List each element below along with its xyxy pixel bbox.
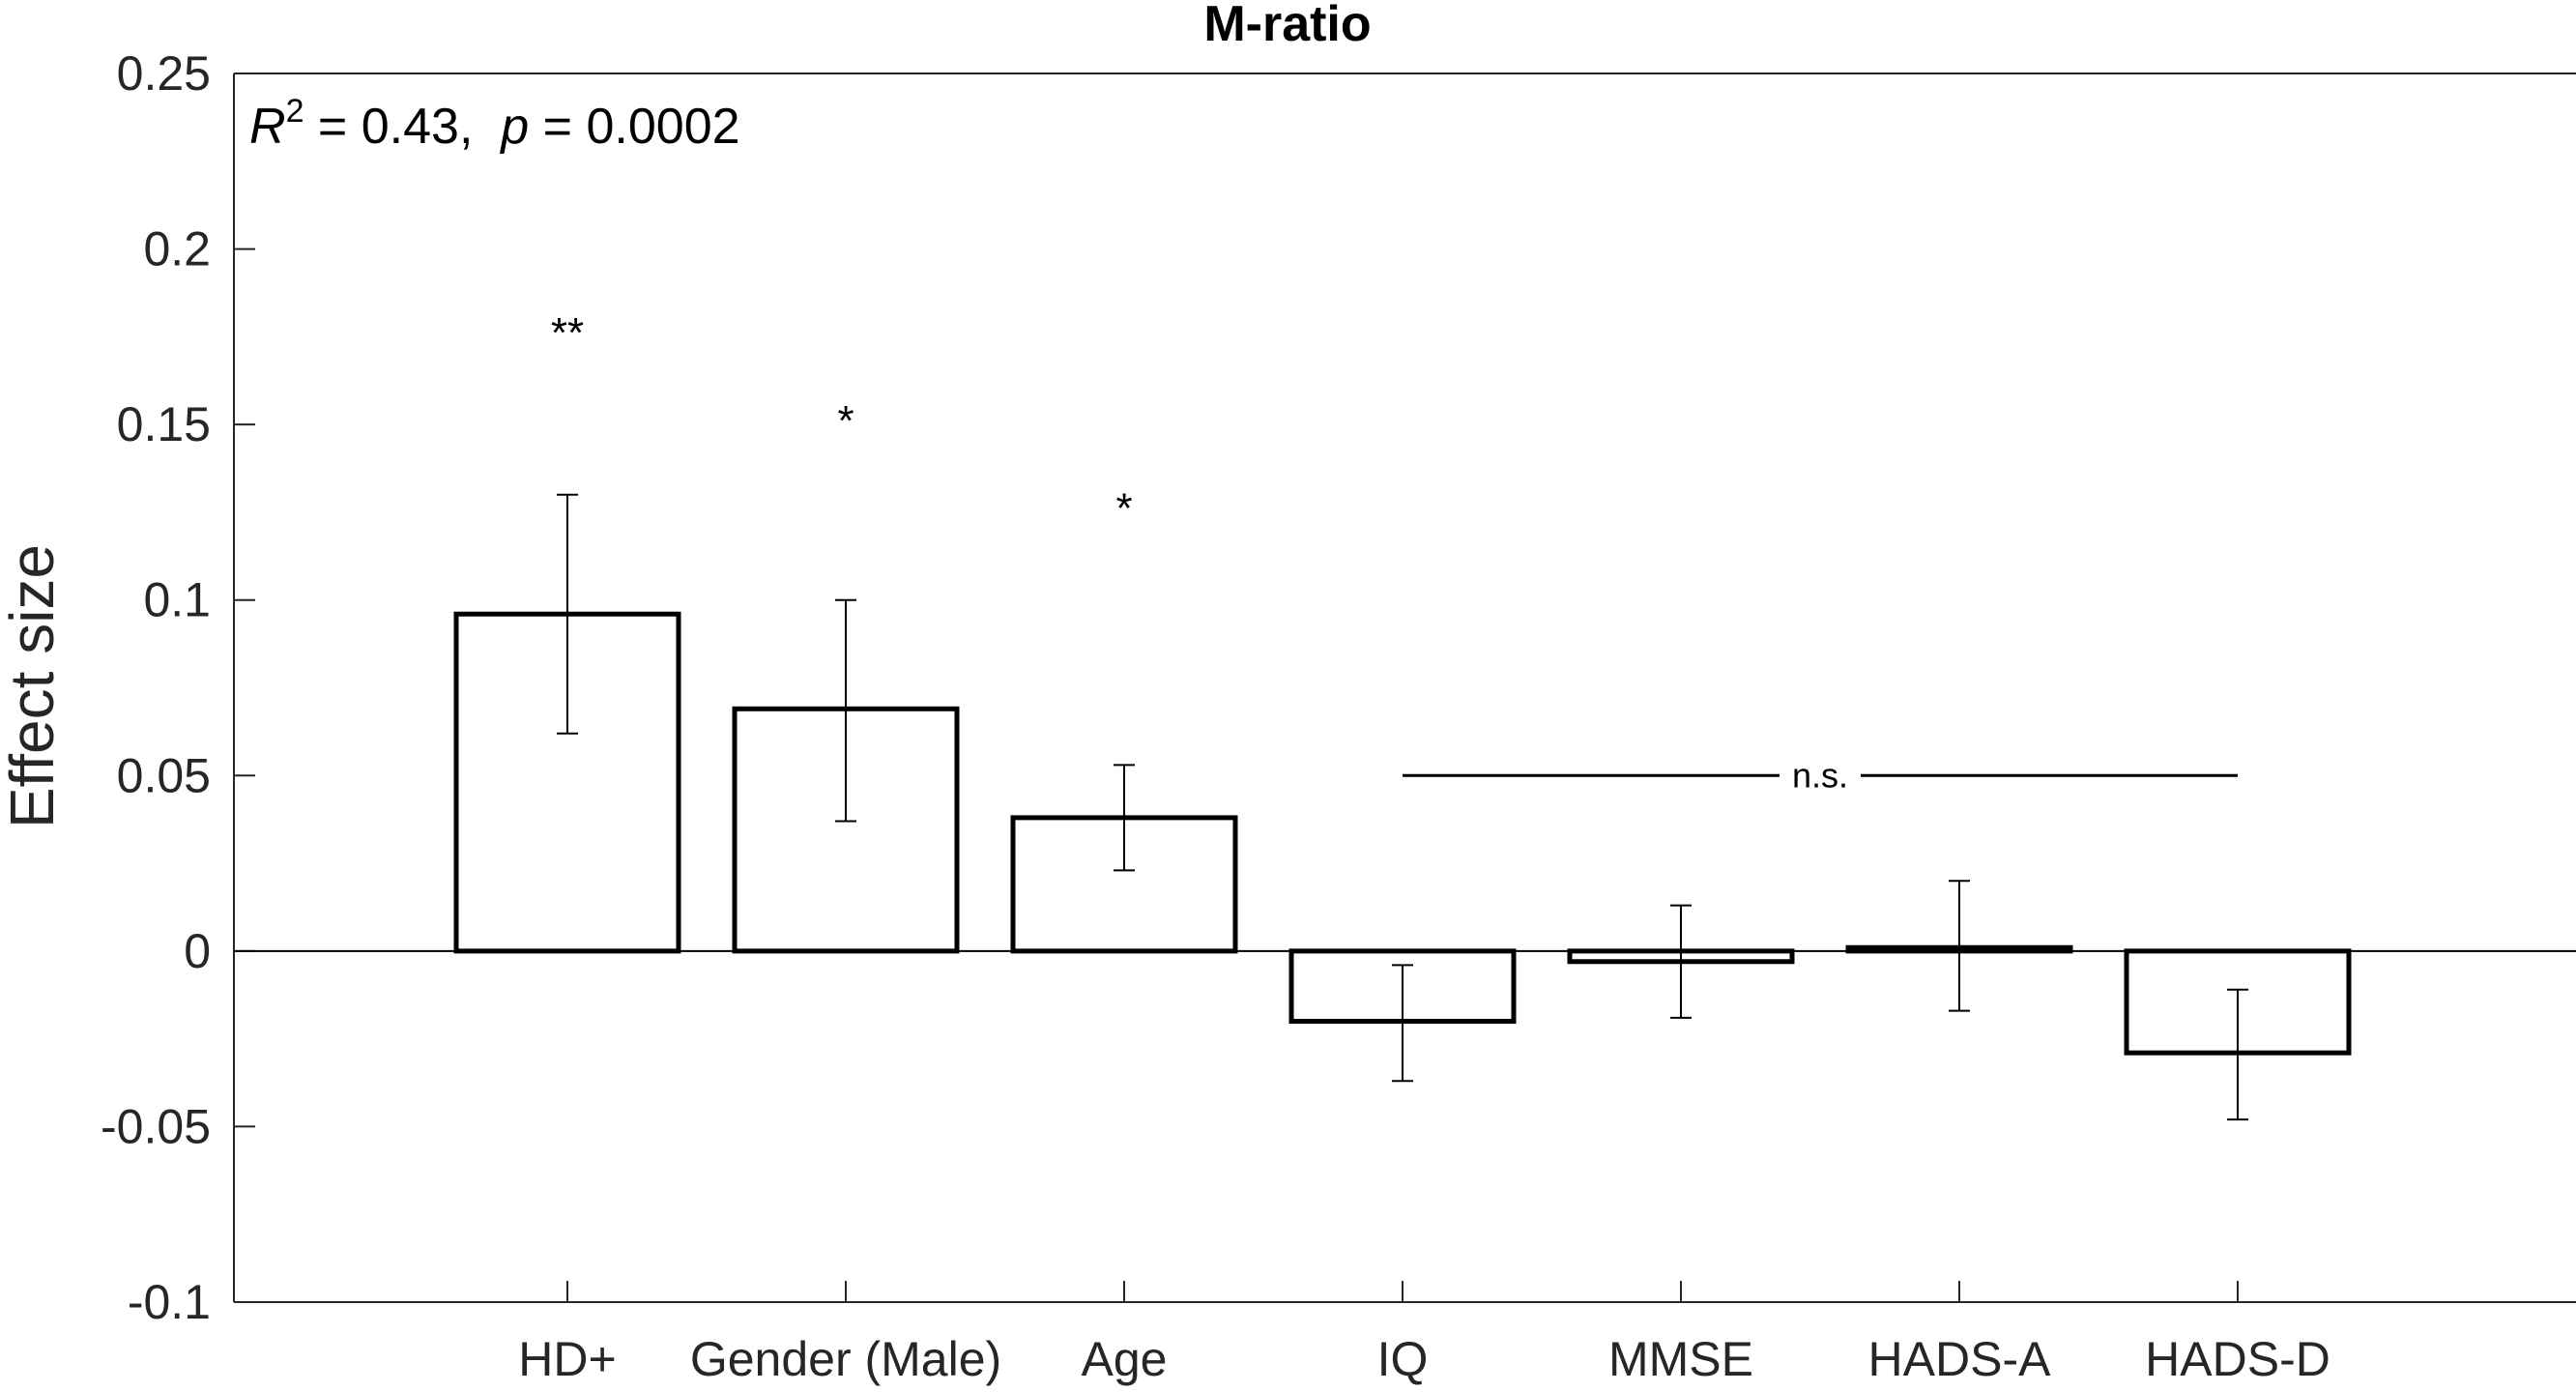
p-value: = 0.0002 — [529, 99, 739, 155]
y-tick-label: 0.05 — [117, 748, 211, 802]
ns-bracket: n.s. — [1403, 755, 2238, 795]
y-axis-label: Effect size — [0, 544, 67, 828]
bars — [453, 611, 2352, 1056]
stats-annotation: R2 = 0.43, p = 0.0002 — [249, 93, 740, 155]
plot-axes: -0.1 -0.05 0 0.05 0.1 0.15 0.2 0.25 HD+ Gender (M… — [101, 46, 2576, 1386]
y-tick-label: 0 — [184, 924, 211, 978]
chart-title: M-ratio — [1203, 0, 1371, 52]
x-tick-label: HADS-D — [2145, 1332, 2330, 1386]
y-tick-label: -0.05 — [101, 1099, 211, 1153]
y-tick-label: 0.1 — [143, 573, 211, 627]
ns-label: n.s. — [1792, 755, 1848, 795]
x-tick-label: Gender (Male) — [690, 1332, 1001, 1386]
y-tick-label: 0.2 — [143, 222, 211, 276]
p-symbol: p — [499, 99, 529, 155]
y-tick-label: -0.1 — [128, 1275, 211, 1329]
error-bars — [557, 493, 2248, 1121]
y-tick-label: 0.15 — [117, 397, 211, 451]
y-tick-label: 0.25 — [117, 46, 211, 101]
significance-mark: ** — [551, 309, 584, 357]
r-value: = 0.43, — [304, 99, 501, 155]
x-tick-label: HADS-A — [1868, 1332, 2052, 1386]
x-tick-label: MMSE — [1608, 1332, 1753, 1386]
r-symbol: R — [249, 99, 286, 155]
significance-mark: * — [837, 397, 854, 445]
r-superscript: 2 — [286, 93, 304, 130]
x-tick-label: IQ — [1377, 1332, 1429, 1386]
significance-mark: * — [1115, 485, 1132, 533]
x-tick-label: Age — [1082, 1332, 1168, 1386]
significance-marks: **** — [551, 309, 1133, 533]
x-tick-label: HD+ — [518, 1332, 616, 1386]
